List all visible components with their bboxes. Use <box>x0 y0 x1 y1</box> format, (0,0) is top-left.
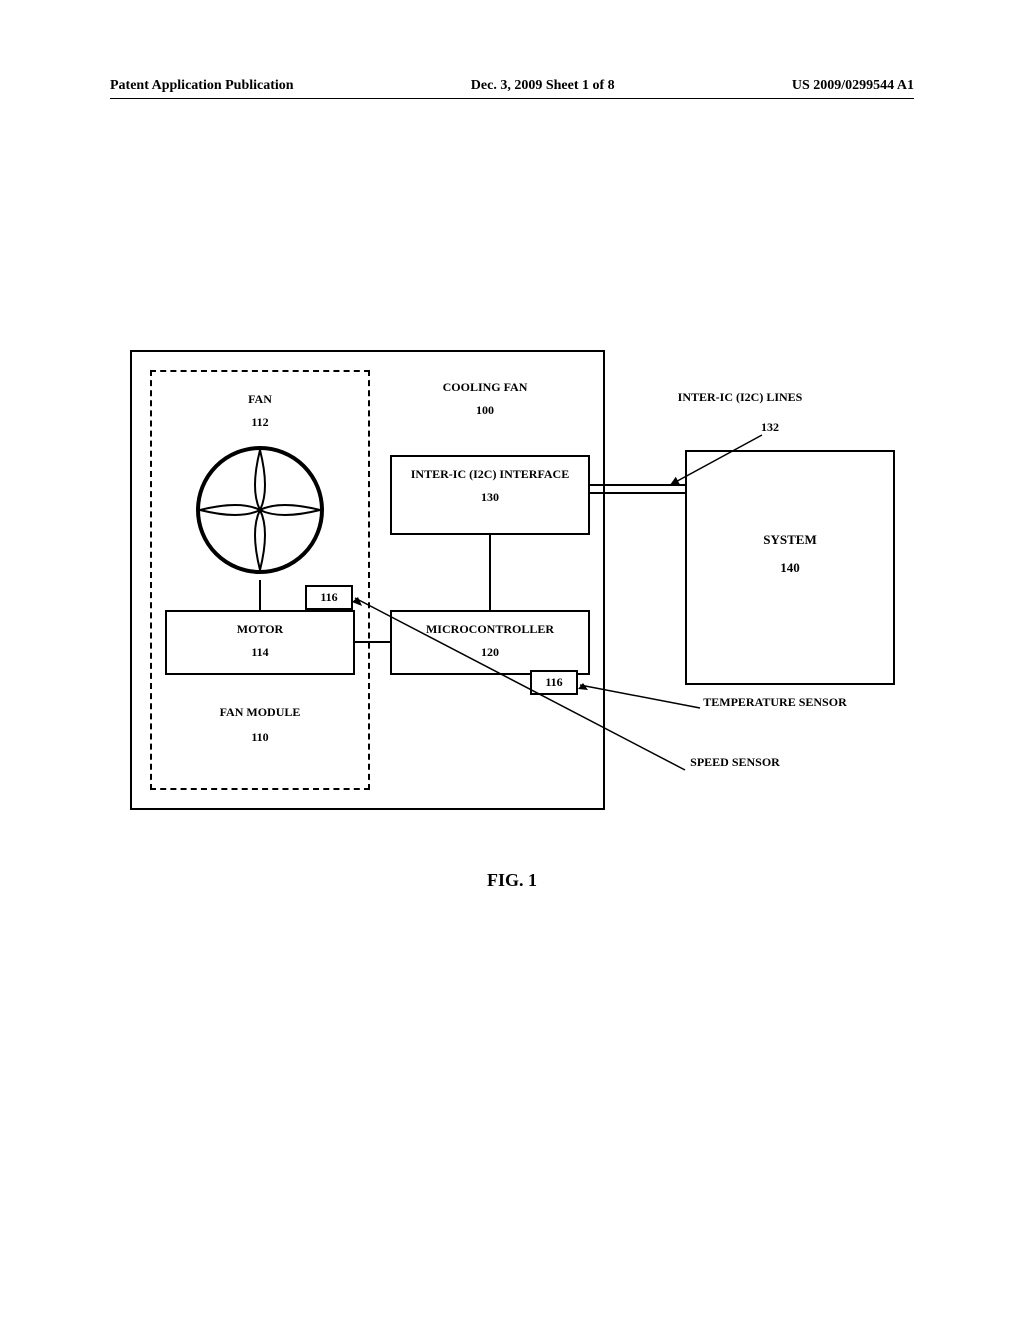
page-header: Patent Application Publication Dec. 3, 2… <box>0 78 1024 94</box>
header-center: Dec. 3, 2009 Sheet 1 of 8 <box>471 78 615 94</box>
header-right: US 2009/0299544 A1 <box>792 78 914 94</box>
header-left: Patent Application Publication <box>110 78 294 94</box>
figure-caption: FIG. 1 <box>0 870 1024 891</box>
diagram-lines <box>130 350 900 850</box>
header-rule <box>110 98 914 99</box>
diagram-fig1: COOLING FAN 100 INTER-IC (I2C) LINES 132… <box>130 350 900 850</box>
